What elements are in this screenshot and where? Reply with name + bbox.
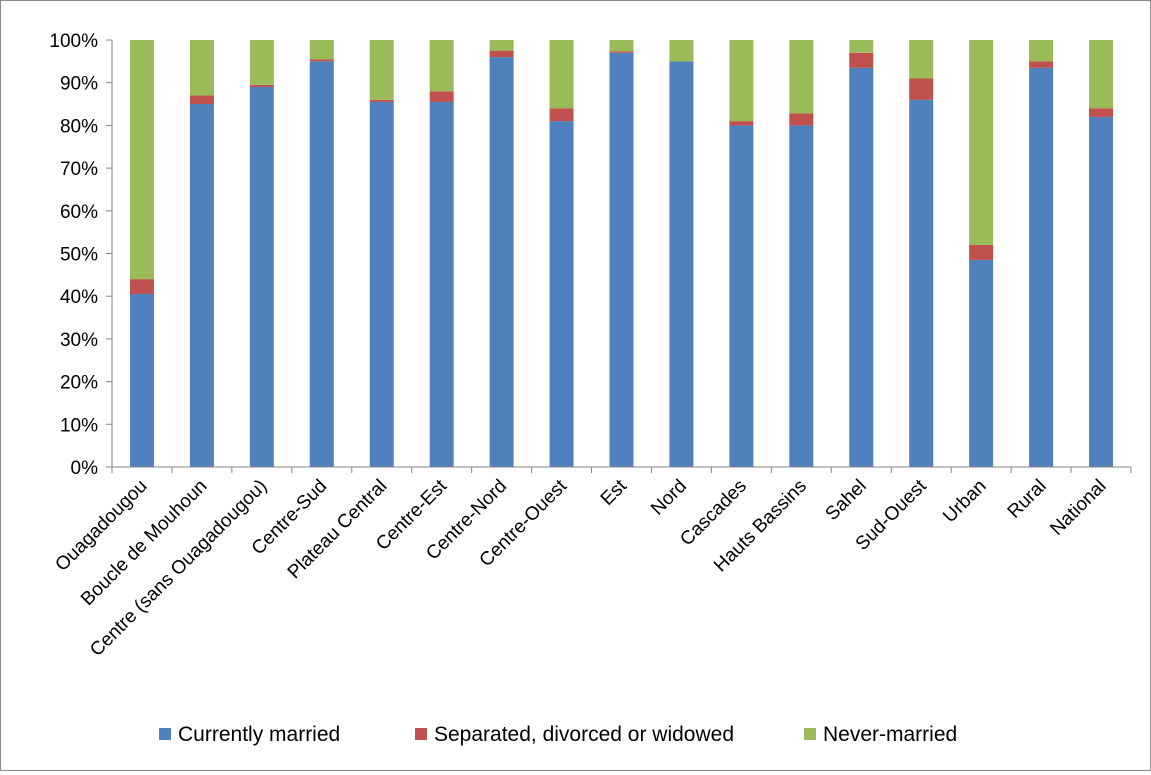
bar-segment bbox=[429, 40, 454, 92]
bar-stack bbox=[129, 40, 154, 467]
bar-segment bbox=[969, 244, 994, 260]
y-tick-label: 60% bbox=[60, 202, 98, 223]
bar-segment bbox=[249, 84, 274, 87]
y-tick-label: 100% bbox=[49, 31, 98, 52]
bar-segment bbox=[549, 40, 574, 109]
bar-segment bbox=[1089, 40, 1114, 109]
y-tick-label: 40% bbox=[60, 287, 98, 308]
legend-swatch bbox=[159, 728, 171, 740]
y-tick-label: 70% bbox=[60, 159, 98, 180]
bar-stack bbox=[909, 40, 934, 467]
bar-stack bbox=[669, 40, 694, 467]
legend: Currently married Separated, divorced or … bbox=[159, 723, 957, 746]
bar-segment bbox=[549, 121, 574, 467]
bar-segment bbox=[609, 52, 634, 468]
bar-segment bbox=[309, 61, 334, 467]
bar-segment bbox=[909, 40, 934, 79]
bar-segment bbox=[969, 40, 994, 245]
bar-stack bbox=[489, 40, 514, 467]
y-tick-label: 50% bbox=[60, 245, 98, 266]
bar-segment bbox=[429, 101, 454, 467]
bar-stack bbox=[729, 40, 754, 468]
bar-segment bbox=[1089, 116, 1114, 468]
bar-segment bbox=[489, 57, 514, 467]
bar-segment bbox=[849, 40, 874, 53]
y-tick-label: 80% bbox=[60, 116, 98, 137]
bar-stack bbox=[609, 40, 634, 468]
bar-segment bbox=[669, 40, 694, 62]
bar-segment bbox=[1029, 40, 1054, 62]
bar-segment bbox=[909, 99, 934, 467]
bar-stack bbox=[789, 40, 814, 468]
bar-segment bbox=[1089, 108, 1114, 117]
bar-segment bbox=[849, 67, 874, 467]
bar-segment bbox=[189, 104, 214, 468]
x-category-label: Est bbox=[597, 475, 632, 510]
bar-segment bbox=[429, 91, 454, 102]
bar-stack bbox=[309, 40, 334, 467]
bar-segment bbox=[609, 51, 634, 53]
y-tick-label: 90% bbox=[60, 74, 98, 95]
legend-label: Never-married bbox=[823, 723, 957, 746]
legend-item: Currently married bbox=[159, 723, 340, 746]
bar-segment bbox=[1029, 67, 1054, 467]
bar-segment bbox=[189, 40, 214, 96]
bar-segment bbox=[129, 294, 154, 467]
bar-stack bbox=[369, 40, 394, 467]
y-tick-label: 0% bbox=[71, 458, 99, 479]
bar-segment bbox=[309, 40, 334, 60]
bar-segment bbox=[789, 125, 814, 468]
bar-segment bbox=[849, 52, 874, 68]
bar-stack bbox=[1089, 40, 1114, 468]
bar-segment bbox=[609, 40, 634, 52]
bar-segment bbox=[1029, 61, 1054, 68]
legend-item: Never-married bbox=[804, 723, 957, 746]
bar-stack bbox=[249, 40, 274, 467]
bar-stack bbox=[549, 40, 574, 467]
plot-area bbox=[129, 40, 1114, 468]
bar-segment bbox=[789, 40, 814, 114]
legend-label: Separated, divorced or widowed bbox=[434, 723, 734, 746]
bar-segment bbox=[249, 40, 274, 85]
bar-segment bbox=[909, 78, 934, 100]
x-category-label: Rural bbox=[1004, 476, 1051, 523]
bar-segment bbox=[129, 279, 154, 295]
bar-segment bbox=[729, 121, 754, 126]
bar-segment bbox=[789, 113, 814, 126]
y-axis: 0% 10% 20% 30% 40% 50% 60% 70% 80% 90% 100% bbox=[49, 31, 113, 479]
bar-segment bbox=[249, 86, 274, 467]
bar-segment bbox=[729, 125, 754, 468]
legend-item: Separated, divorced or widowed bbox=[415, 723, 734, 746]
bar-segment bbox=[189, 95, 214, 105]
bar-stack bbox=[429, 40, 454, 467]
legend-label: Currently married bbox=[178, 723, 340, 746]
bar-stack bbox=[1029, 40, 1054, 467]
bar-segment bbox=[669, 61, 694, 467]
y-tick-label: 20% bbox=[60, 373, 98, 394]
bar-segment bbox=[489, 40, 514, 51]
bar-segment bbox=[369, 40, 394, 100]
bar-stack bbox=[849, 40, 874, 467]
x-category-label: Nord bbox=[647, 476, 691, 520]
x-category-label: Sahel bbox=[822, 476, 871, 525]
bar-segment bbox=[369, 99, 394, 102]
bar-segment bbox=[969, 259, 994, 467]
bar-stack bbox=[189, 40, 214, 468]
y-tick-label: 10% bbox=[60, 415, 98, 436]
legend-swatch bbox=[804, 728, 816, 740]
bar-segment bbox=[309, 59, 334, 62]
legend-swatch bbox=[415, 728, 427, 740]
bar-segment bbox=[129, 40, 154, 280]
bar-segment bbox=[369, 101, 394, 467]
bar-stack bbox=[969, 40, 994, 467]
x-category-label: National bbox=[1046, 476, 1110, 540]
x-category-label: Urban bbox=[939, 476, 990, 527]
bar-segment bbox=[489, 50, 514, 58]
y-tick-label: 30% bbox=[60, 330, 98, 351]
bar-segment bbox=[729, 40, 754, 122]
bar-segment bbox=[549, 108, 574, 122]
